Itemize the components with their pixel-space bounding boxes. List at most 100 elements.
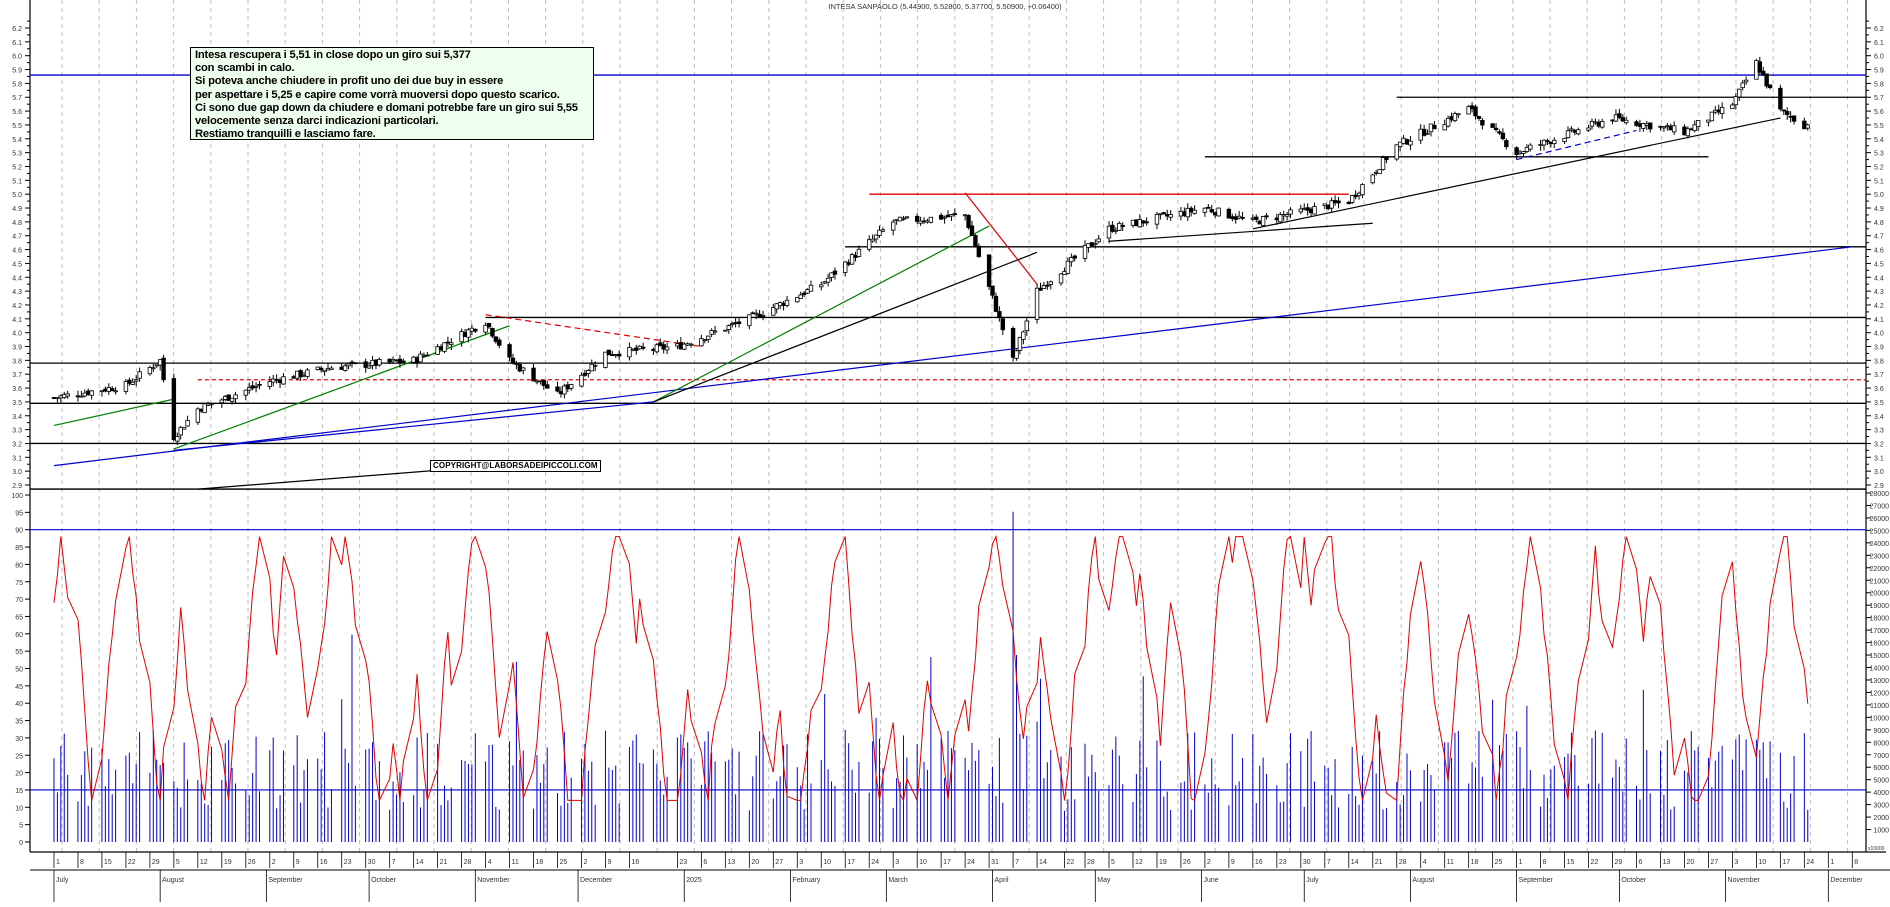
svg-text:August: August	[162, 877, 184, 884]
svg-text:100: 100	[11, 493, 23, 500]
annotation-line: Restiamo tranquilli e lasciamo fare.	[195, 128, 376, 141]
svg-text:5.8: 5.8	[12, 81, 22, 88]
svg-text:18: 18	[1471, 859, 1479, 866]
svg-text:10: 10	[919, 859, 927, 866]
svg-text:4.5: 4.5	[12, 261, 22, 268]
svg-text:11: 11	[512, 859, 519, 866]
svg-text:17: 17	[1782, 859, 1790, 866]
svg-text:4.3: 4.3	[1874, 289, 1884, 296]
svg-text:6.2: 6.2	[1874, 26, 1884, 33]
svg-text:75: 75	[15, 580, 23, 587]
svg-text:24: 24	[1806, 859, 1814, 866]
svg-text:7: 7	[392, 859, 396, 866]
annotation-line: per aspettare i 5,25 e capire come vorrà…	[195, 88, 560, 101]
svg-text:6.1: 6.1	[12, 40, 22, 47]
svg-text:2000: 2000	[1873, 815, 1889, 822]
svg-text:5000: 5000	[1873, 778, 1889, 785]
svg-text:13: 13	[1662, 859, 1670, 866]
svg-text:5.5: 5.5	[12, 123, 22, 130]
svg-text:3.4: 3.4	[1874, 414, 1884, 421]
svg-text:14: 14	[416, 859, 424, 866]
svg-text:30: 30	[368, 859, 376, 866]
svg-text:3.7: 3.7	[12, 372, 22, 379]
svg-text:15: 15	[15, 788, 23, 795]
annotation-line: velocemente senza darci indicazioni part…	[195, 115, 439, 128]
svg-text:5: 5	[1111, 859, 1115, 866]
svg-text:4.6: 4.6	[1874, 248, 1884, 255]
annotation-line: Si poteva anche chiudere in profit uno d…	[195, 75, 504, 88]
svg-text:16000: 16000	[1870, 641, 1890, 648]
svg-text:2: 2	[1207, 859, 1211, 866]
svg-text:2.9: 2.9	[1874, 483, 1884, 490]
svg-text:3.2: 3.2	[1874, 441, 1884, 448]
svg-text:4.0: 4.0	[12, 331, 22, 338]
svg-text:2: 2	[583, 859, 587, 866]
svg-text:4.8: 4.8	[1874, 220, 1884, 227]
svg-text:24: 24	[967, 859, 975, 866]
svg-text:3.8: 3.8	[12, 358, 22, 365]
svg-text:10: 10	[823, 859, 831, 866]
svg-text:3.2: 3.2	[12, 441, 22, 448]
svg-text:7000: 7000	[1873, 753, 1889, 760]
svg-text:5.4: 5.4	[1874, 137, 1884, 144]
svg-text:4.4: 4.4	[12, 275, 22, 282]
svg-text:20: 20	[751, 859, 759, 866]
svg-text:8: 8	[80, 859, 84, 866]
svg-text:25: 25	[15, 753, 23, 760]
svg-text:4: 4	[488, 859, 492, 866]
svg-text:5.1: 5.1	[1874, 178, 1884, 185]
svg-text:5.2: 5.2	[12, 164, 22, 171]
svg-text:25000: 25000	[1870, 528, 1890, 535]
svg-text:4.1: 4.1	[1874, 317, 1884, 324]
svg-text:5: 5	[176, 859, 180, 866]
svg-text:5.2: 5.2	[1874, 164, 1884, 171]
svg-text:4.4: 4.4	[1874, 275, 1884, 282]
svg-text:4.8: 4.8	[12, 220, 22, 227]
svg-text:27: 27	[1710, 859, 1718, 866]
svg-text:3: 3	[799, 859, 803, 866]
svg-text:21: 21	[440, 859, 448, 866]
svg-text:3: 3	[895, 859, 899, 866]
svg-text:23: 23	[679, 859, 687, 866]
svg-text:1: 1	[56, 859, 60, 866]
chart-title: INTESA SANPAOLO (5.44900, 5.52800, 5.377…	[828, 2, 1062, 11]
svg-text:9000: 9000	[1873, 728, 1889, 735]
svg-text:2.9: 2.9	[12, 483, 22, 490]
svg-text:4.1: 4.1	[12, 317, 22, 324]
svg-text:3: 3	[1734, 859, 1738, 866]
svg-text:31: 31	[991, 859, 999, 866]
svg-text:20000: 20000	[1870, 591, 1890, 598]
svg-text:13: 13	[727, 859, 735, 866]
svg-text:5.1: 5.1	[12, 178, 22, 185]
svg-text:4.9: 4.9	[1874, 206, 1884, 213]
svg-text:9: 9	[607, 859, 611, 866]
svg-text:July: July	[1306, 877, 1319, 884]
svg-text:4.7: 4.7	[1874, 234, 1884, 241]
svg-text:16: 16	[1255, 859, 1263, 866]
svg-text:6: 6	[1639, 859, 1643, 866]
svg-text:November: November	[477, 877, 510, 884]
svg-text:3.9: 3.9	[12, 345, 22, 352]
svg-text:30: 30	[15, 736, 23, 743]
trendlines	[53, 117, 1853, 490]
svg-text:22000: 22000	[1870, 566, 1890, 573]
svg-text:8: 8	[1543, 859, 1547, 866]
svg-text:5.7: 5.7	[1874, 95, 1884, 102]
svg-text:6.0: 6.0	[1874, 54, 1884, 61]
svg-text:7: 7	[1327, 859, 1331, 866]
svg-text:18000: 18000	[1870, 616, 1890, 623]
svg-text:3.1: 3.1	[12, 455, 22, 462]
svg-text:28: 28	[1087, 859, 1095, 866]
svg-text:22: 22	[1591, 859, 1599, 866]
svg-text:12: 12	[1135, 859, 1143, 866]
svg-text:0: 0	[19, 840, 23, 847]
svg-text:26000: 26000	[1870, 516, 1890, 523]
svg-text:5.5: 5.5	[1874, 123, 1884, 130]
svg-text:4000: 4000	[1873, 790, 1889, 797]
svg-text:23: 23	[344, 859, 352, 866]
svg-text:14000: 14000	[1870, 666, 1890, 673]
svg-text:5.0: 5.0	[1874, 192, 1884, 199]
svg-text:19: 19	[224, 859, 232, 866]
svg-text:October: October	[371, 877, 397, 884]
svg-text:3.5: 3.5	[12, 400, 22, 407]
